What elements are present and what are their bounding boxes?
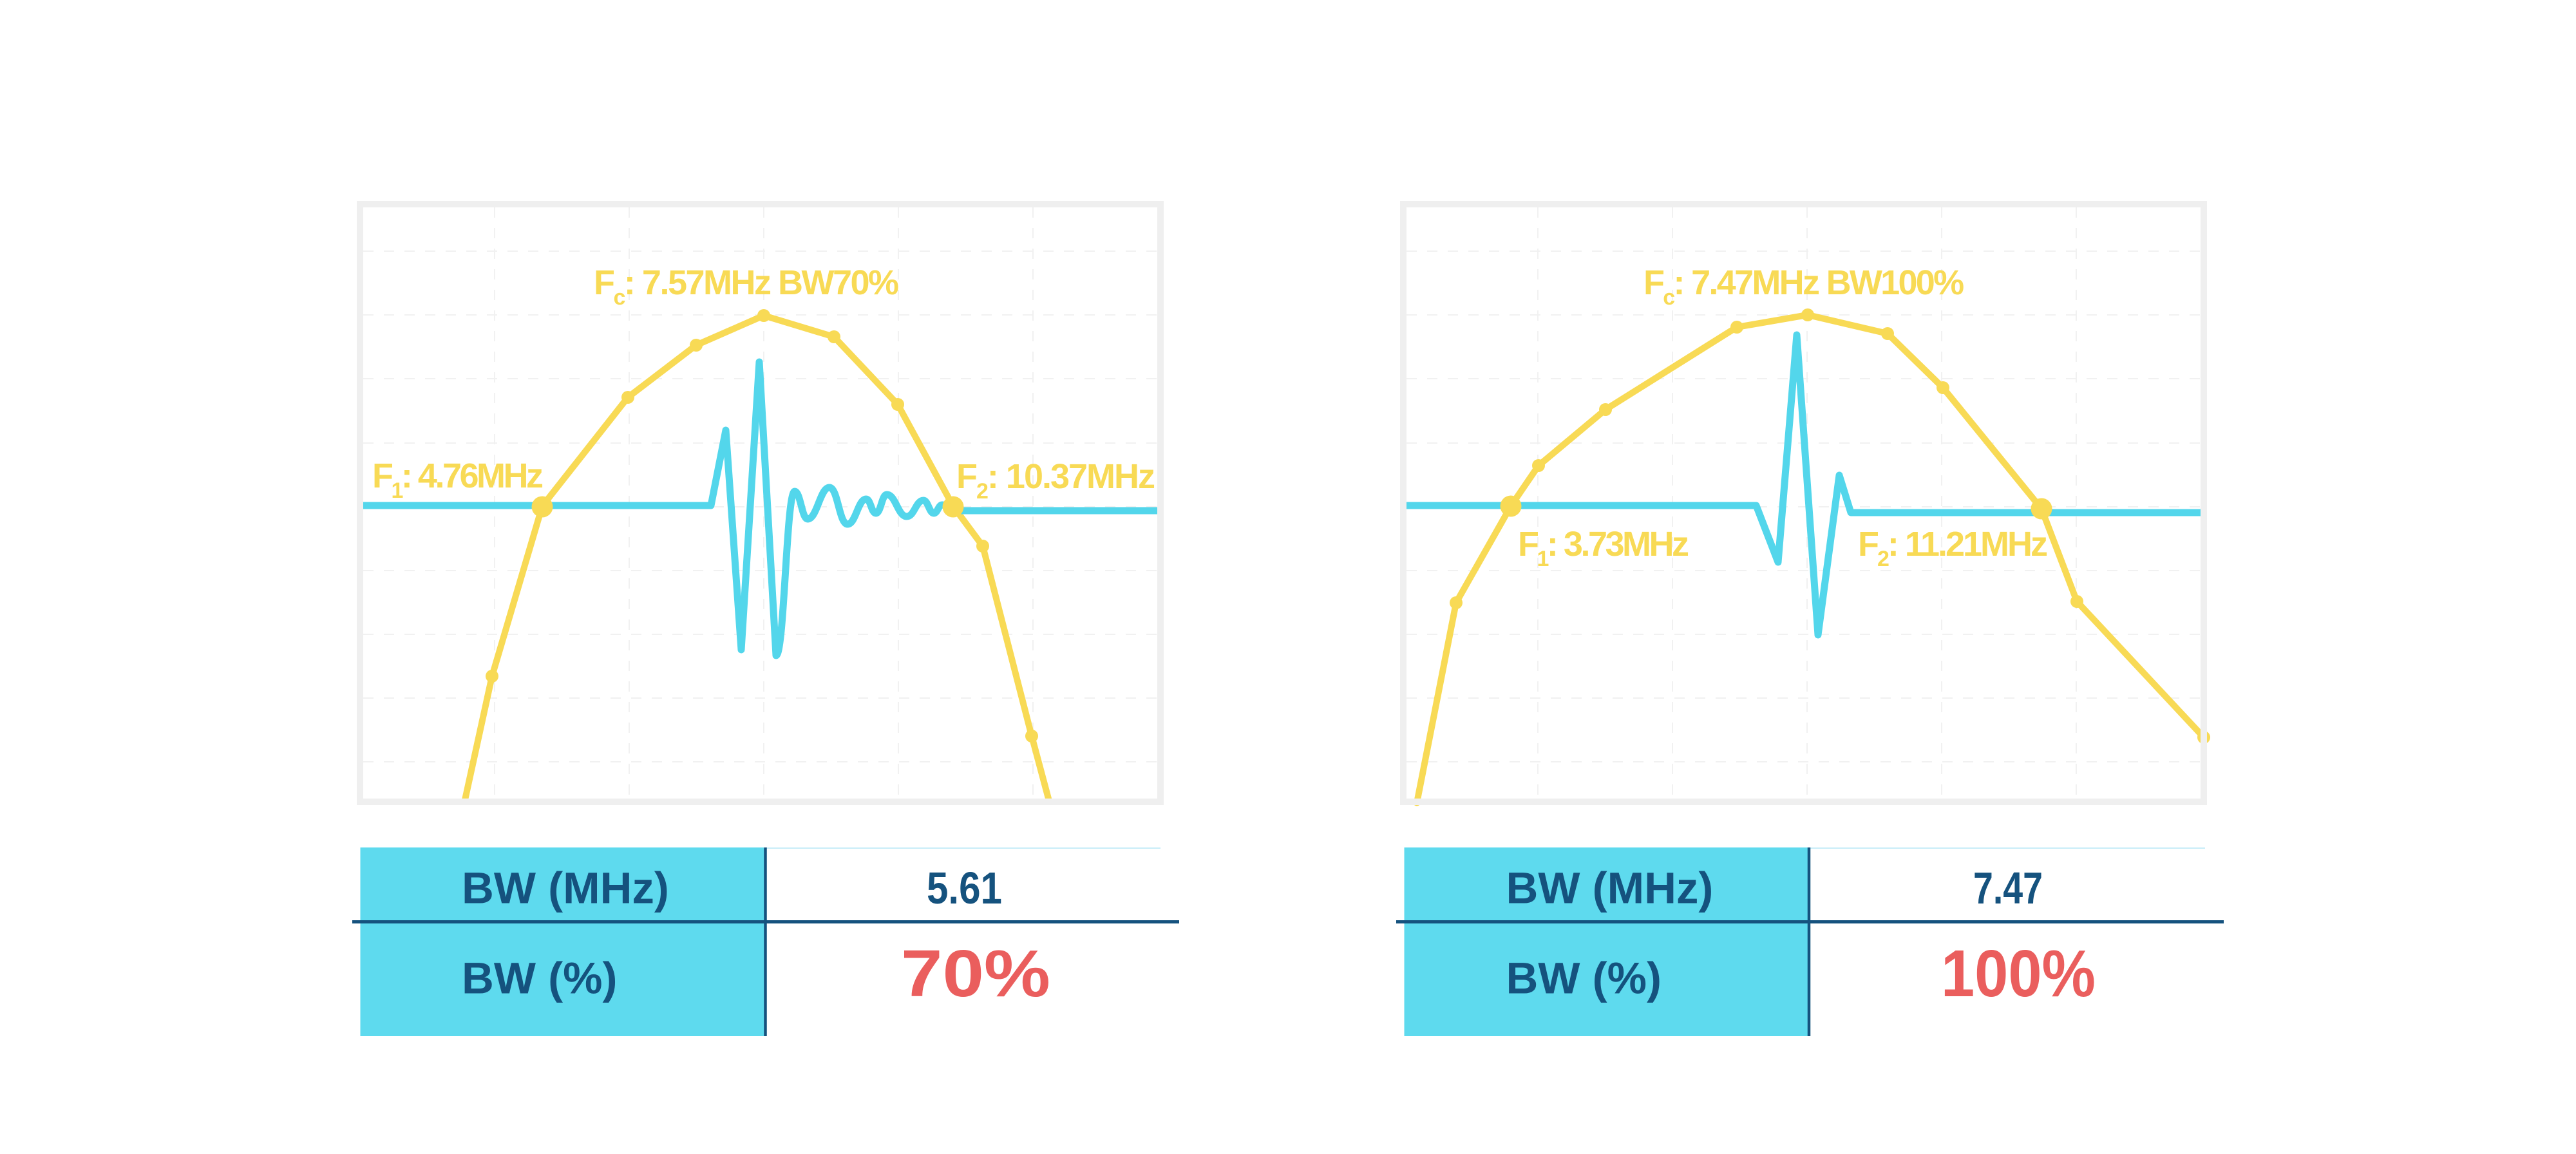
svg-text:BW (%): BW (%): [462, 954, 617, 1003]
svg-text:70%: 70%: [901, 936, 1050, 1010]
svg-text:100%: 100%: [1941, 936, 2096, 1010]
svg-text:BW (MHz): BW (MHz): [1506, 864, 1714, 913]
svg-text:BW (%): BW (%): [1506, 954, 1662, 1003]
svg-text:BW (MHz): BW (MHz): [462, 864, 669, 913]
svg-text:5.61: 5.61: [927, 863, 1002, 913]
svg-text:Fc: 7.57MHz BW70%: Fc: 7.57MHz BW70%: [594, 263, 898, 310]
svg-text:7.47: 7.47: [1973, 863, 2043, 913]
